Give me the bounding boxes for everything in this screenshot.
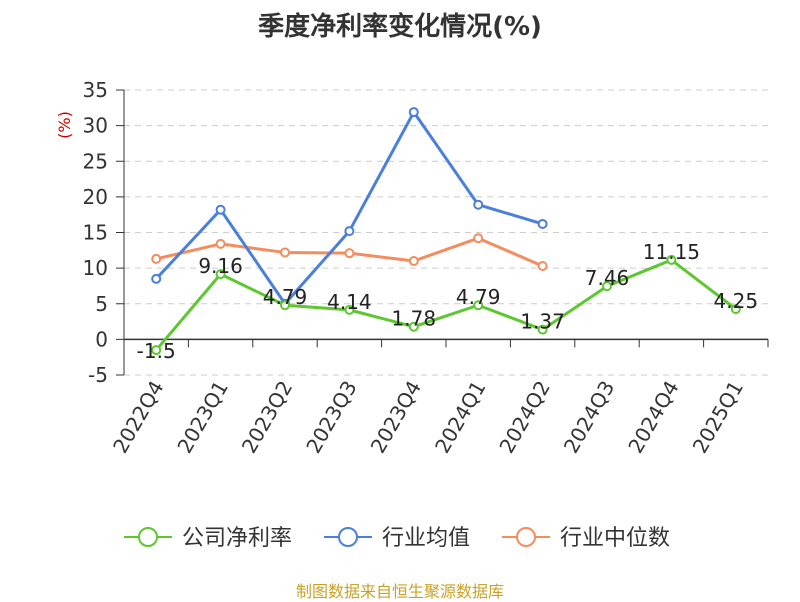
- legend-label: 行业均值: [382, 526, 470, 551]
- data-point: [537, 218, 548, 229]
- chart-title: 季度净利率变化情况(%): [258, 12, 542, 42]
- data-label: 4.79: [263, 285, 308, 309]
- data-point: [151, 345, 162, 356]
- y-tick-label: 10: [83, 256, 108, 280]
- data-point: [151, 273, 162, 284]
- legend-marker: [138, 527, 158, 547]
- data-point: [215, 238, 226, 249]
- grid-lines: [124, 89, 768, 376]
- data-point: [537, 324, 548, 335]
- x-tick-label: 2024Q3: [559, 377, 619, 458]
- data-point: [344, 248, 355, 259]
- series-line: [155, 258, 737, 352]
- legend: 公司净利率 行业均值 行业中位数: [124, 526, 670, 551]
- axes: -5 0 5 10 15 20 25 30 35 2022Q4 2023Q1 2023Q2 2023Q3…: [83, 78, 769, 458]
- y-axis-label: (%): [55, 111, 74, 139]
- y-tick-label: 20: [83, 185, 108, 209]
- data-point: [473, 199, 484, 210]
- data-label: 4.79: [456, 285, 501, 309]
- y-tick-label: 35: [83, 78, 108, 102]
- series-lines: [151, 107, 741, 356]
- data-point: [215, 204, 226, 215]
- data-point: [408, 107, 419, 118]
- x-tick-label: 2023Q4: [366, 377, 426, 458]
- x-tick-label: 2022Q4: [108, 377, 168, 458]
- data-label: 1.78: [392, 307, 437, 331]
- data-point: [408, 321, 419, 332]
- x-tick-label: 2025Q1: [688, 377, 748, 458]
- x-tick-label: 2024Q2: [494, 377, 554, 458]
- x-tick-label: 2023Q3: [301, 377, 361, 458]
- y-tick-label: 25: [83, 149, 108, 173]
- data-label: 1.37: [520, 310, 565, 334]
- data-labels: -1.5 9.16 4.79 4.14 1.78 4.79 1.37 7.46 11.15 4.2…: [137, 240, 758, 363]
- data-point: [602, 281, 612, 292]
- data-point: [344, 304, 355, 315]
- data-point: [537, 260, 548, 271]
- data-point: [151, 253, 162, 264]
- data-label: 4.14: [327, 290, 372, 314]
- data-point: [280, 300, 290, 311]
- data-point: [473, 233, 484, 244]
- data-point: [215, 269, 226, 280]
- x-tick-label: 2024Q1: [430, 377, 490, 458]
- data-label: 7.46: [585, 266, 630, 290]
- x-tick-label: 2024Q4: [623, 377, 683, 458]
- data-point: [473, 300, 484, 311]
- y-tick-label: 15: [83, 221, 108, 245]
- x-tick-label: 2023Q1: [172, 377, 232, 458]
- data-label: 9.16: [198, 254, 243, 278]
- data-label: 4.25: [714, 289, 759, 313]
- data-point: [344, 226, 355, 237]
- data-point: [730, 304, 741, 315]
- data-point: [666, 254, 677, 265]
- data-point: [408, 256, 419, 266]
- y-tick-label: 30: [83, 114, 108, 138]
- x-tick-label: 2023Q2: [237, 377, 297, 458]
- y-tick-label: -5: [88, 363, 108, 387]
- data-label: -1.5: [137, 339, 176, 363]
- y-tick-label: 5: [95, 292, 108, 316]
- data-label: 11.15: [643, 240, 700, 264]
- data-point: [280, 247, 290, 258]
- legend-marker: [516, 527, 536, 547]
- source-note: 制图数据来自恒生聚源数据库: [295, 582, 504, 601]
- legend-label: 公司净利率: [182, 526, 292, 551]
- y-tick-label: 0: [95, 327, 108, 351]
- legend-label: 行业中位数: [560, 526, 670, 551]
- legend-marker: [338, 527, 358, 547]
